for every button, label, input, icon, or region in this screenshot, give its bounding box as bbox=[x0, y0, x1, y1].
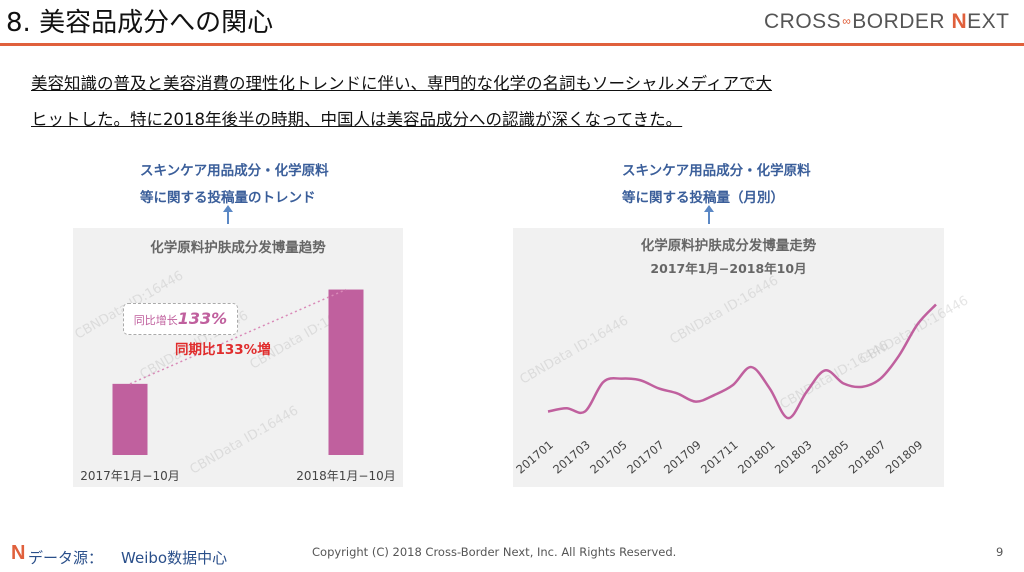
footer-logo-icon: N bbox=[11, 542, 26, 564]
left-caption-line-1: スキンケア用品成分・化学原料 bbox=[140, 163, 329, 179]
copyright-text: Copyright (C) 2018 Cross-Border Next, In… bbox=[312, 545, 677, 559]
page-number: 9 bbox=[996, 545, 1004, 559]
bar-category-label: 2017年1月−10月 bbox=[80, 469, 180, 483]
x-tick-label: 201705 bbox=[587, 438, 630, 477]
x-tick-label: 201701 bbox=[513, 438, 556, 477]
growth-prefix: 同比增长 bbox=[133, 314, 178, 327]
x-tick-label: 201803 bbox=[772, 438, 815, 477]
left-chart-caption: スキンケア用品成分・化学原料 等に関する投稿量のトレンド bbox=[140, 158, 329, 212]
growth-annotation-jp: 同期比133%増 bbox=[175, 342, 271, 358]
body-text-line-1: 美容知識の普及と美容消費の理性化トレンドに伴い、専門的な化学の名詞もソーシャルメ… bbox=[31, 74, 773, 93]
title-divider bbox=[0, 43, 1024, 46]
right-caption-line-1: スキンケア用品成分・化学原料 bbox=[622, 163, 811, 179]
data-source-value: Weibo数据中心 bbox=[121, 549, 228, 567]
bar-category-label: 2018年1月−10月 bbox=[296, 469, 396, 483]
data-source: データ源： Weibo数据中心 bbox=[28, 547, 227, 568]
bar-chart-svg: 2017年1月−10月 2018年1月−10月 bbox=[80, 288, 396, 483]
x-tick-label: 201703 bbox=[550, 438, 593, 477]
x-tick-label: 201711 bbox=[698, 438, 741, 477]
x-tick-label: 201709 bbox=[661, 438, 704, 477]
x-tick-label: 201805 bbox=[809, 438, 852, 477]
bar bbox=[328, 289, 364, 455]
right-caption-line-2: 等に関する投稿量（月別） bbox=[622, 190, 784, 206]
body-text-line-2: ヒットした。特に2018年後半の時期、中国人は美容品成分への認識が深くなってきた… bbox=[31, 110, 683, 129]
x-tick-label: 201809 bbox=[883, 438, 926, 477]
up-arrow-icon bbox=[704, 205, 714, 224]
growth-annotation: 同比增长133% bbox=[123, 303, 238, 335]
data-source-label: データ源： bbox=[28, 549, 104, 567]
series-line bbox=[547, 303, 937, 420]
slide-title: 8. 美容品成分への関心 bbox=[6, 8, 274, 38]
x-tick-label: 201801 bbox=[735, 438, 778, 477]
line-chart-svg: 2017012017032017052017072017092017112018… bbox=[513, 303, 937, 477]
growth-value: 133% bbox=[177, 309, 228, 328]
trend-dotted-line bbox=[129, 288, 347, 385]
line-chart-title: 化学原料护肤成分发博量走势 bbox=[640, 238, 817, 254]
bar-chart-panel: 化学原料护肤成分发博量趋势 CBNData ID:16446 CBNData I… bbox=[72, 228, 403, 487]
line-chart-subtitle: 2017年1月−2018年10月 bbox=[650, 261, 807, 276]
x-tick-label: 201707 bbox=[624, 438, 667, 477]
up-arrow-icon bbox=[223, 205, 233, 224]
right-chart-caption: スキンケア用品成分・化学原料 等に関する投稿量（月別） bbox=[622, 158, 811, 212]
line-chart-panel: 化学原料护肤成分发博量走势 2017年1月−2018年10月 CBNData I… bbox=[513, 228, 971, 487]
bar bbox=[112, 383, 148, 455]
left-caption-line-2: 等に関する投稿量のトレンド bbox=[140, 190, 316, 206]
x-tick-label: 201807 bbox=[846, 438, 889, 477]
brand-logo: CROSS∞BORDER NEXT bbox=[764, 10, 1010, 33]
bar-chart-title: 化学原料护肤成分发博量趋势 bbox=[150, 240, 326, 256]
